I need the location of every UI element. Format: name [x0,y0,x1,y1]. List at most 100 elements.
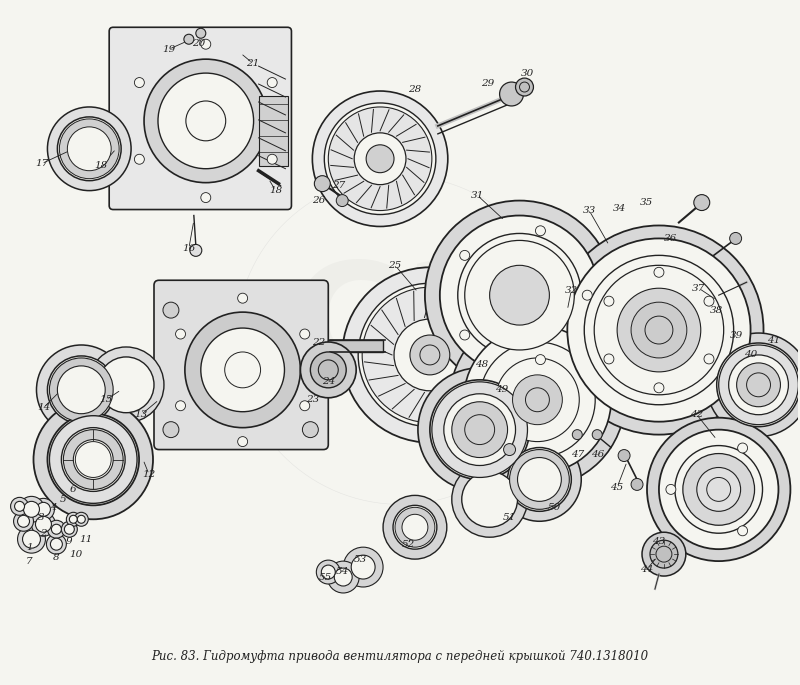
Text: 47: 47 [570,450,584,459]
Circle shape [452,402,507,458]
Circle shape [410,335,450,375]
Circle shape [134,77,144,88]
Circle shape [432,382,527,477]
Text: 21: 21 [246,59,259,68]
Circle shape [37,345,126,434]
Circle shape [464,326,611,473]
Text: 46: 46 [590,450,604,459]
Circle shape [366,145,394,173]
Circle shape [738,526,747,536]
Text: 55: 55 [318,573,332,582]
Text: 17: 17 [35,159,48,169]
Circle shape [554,225,763,434]
Text: 18: 18 [269,186,282,195]
Circle shape [316,560,340,584]
Circle shape [66,512,80,526]
Circle shape [503,444,515,456]
Text: 33: 33 [582,206,596,215]
Text: 25: 25 [388,261,402,270]
Circle shape [47,107,131,190]
Circle shape [22,530,41,548]
Circle shape [617,288,701,372]
Circle shape [395,508,435,547]
Text: 12: 12 [142,470,156,479]
Text: 7: 7 [26,557,33,566]
Circle shape [618,449,630,462]
Circle shape [58,366,106,414]
Circle shape [654,383,664,393]
Text: 3: 3 [38,513,45,522]
Circle shape [458,234,582,357]
Circle shape [62,521,78,537]
Circle shape [18,515,30,527]
Circle shape [666,484,676,495]
Circle shape [328,107,432,210]
Circle shape [144,59,267,183]
Circle shape [362,287,498,423]
Circle shape [683,453,754,525]
Circle shape [267,154,277,164]
Circle shape [354,133,406,185]
FancyBboxPatch shape [154,280,328,449]
Text: 9: 9 [66,536,73,546]
Circle shape [175,401,186,411]
Text: 49: 49 [495,385,508,395]
Circle shape [37,502,50,516]
Circle shape [134,154,144,164]
Circle shape [592,429,602,440]
Circle shape [238,293,248,303]
Text: 54: 54 [336,566,349,575]
Circle shape [604,354,614,364]
Circle shape [47,521,66,538]
Circle shape [418,368,542,491]
Circle shape [450,312,625,488]
Text: 28: 28 [408,84,422,94]
Text: 44: 44 [640,564,654,573]
Circle shape [302,422,318,438]
Text: 23: 23 [306,395,319,404]
Circle shape [63,429,123,489]
Text: Рис. 83. Гидромуфта привода вентилятора с передней крышкой 740.1318010: Рис. 83. Гидромуфта привода вентилятора … [151,650,649,663]
Circle shape [163,302,179,318]
Circle shape [351,555,375,579]
Circle shape [465,240,574,350]
Circle shape [342,267,518,443]
Circle shape [515,78,534,96]
Circle shape [23,501,39,517]
Circle shape [462,471,518,527]
Circle shape [513,375,562,425]
Circle shape [343,547,383,587]
Circle shape [647,418,790,561]
Circle shape [706,333,800,436]
Circle shape [499,82,523,106]
Circle shape [158,73,254,169]
Circle shape [394,319,466,391]
Text: 24: 24 [322,377,335,386]
Circle shape [430,380,530,479]
Circle shape [358,283,502,427]
Text: 18: 18 [94,161,108,170]
Circle shape [594,265,724,395]
Text: 1: 1 [26,543,33,551]
Text: 42: 42 [690,410,703,419]
Text: 50: 50 [548,503,561,512]
Text: 6: 6 [70,485,77,494]
Circle shape [737,363,781,407]
Text: 4: 4 [50,503,57,512]
Circle shape [324,103,436,214]
Circle shape [466,328,609,471]
Circle shape [74,440,113,480]
Text: 5: 5 [60,495,66,504]
Text: 45: 45 [610,483,624,492]
Circle shape [498,438,582,521]
Text: 43: 43 [652,536,666,546]
Circle shape [567,238,750,422]
Text: 11: 11 [80,535,93,544]
Circle shape [196,28,206,38]
Circle shape [70,515,78,523]
Circle shape [50,538,62,550]
Circle shape [642,532,686,576]
Circle shape [78,515,86,523]
Circle shape [33,499,54,521]
Bar [328,340,383,352]
